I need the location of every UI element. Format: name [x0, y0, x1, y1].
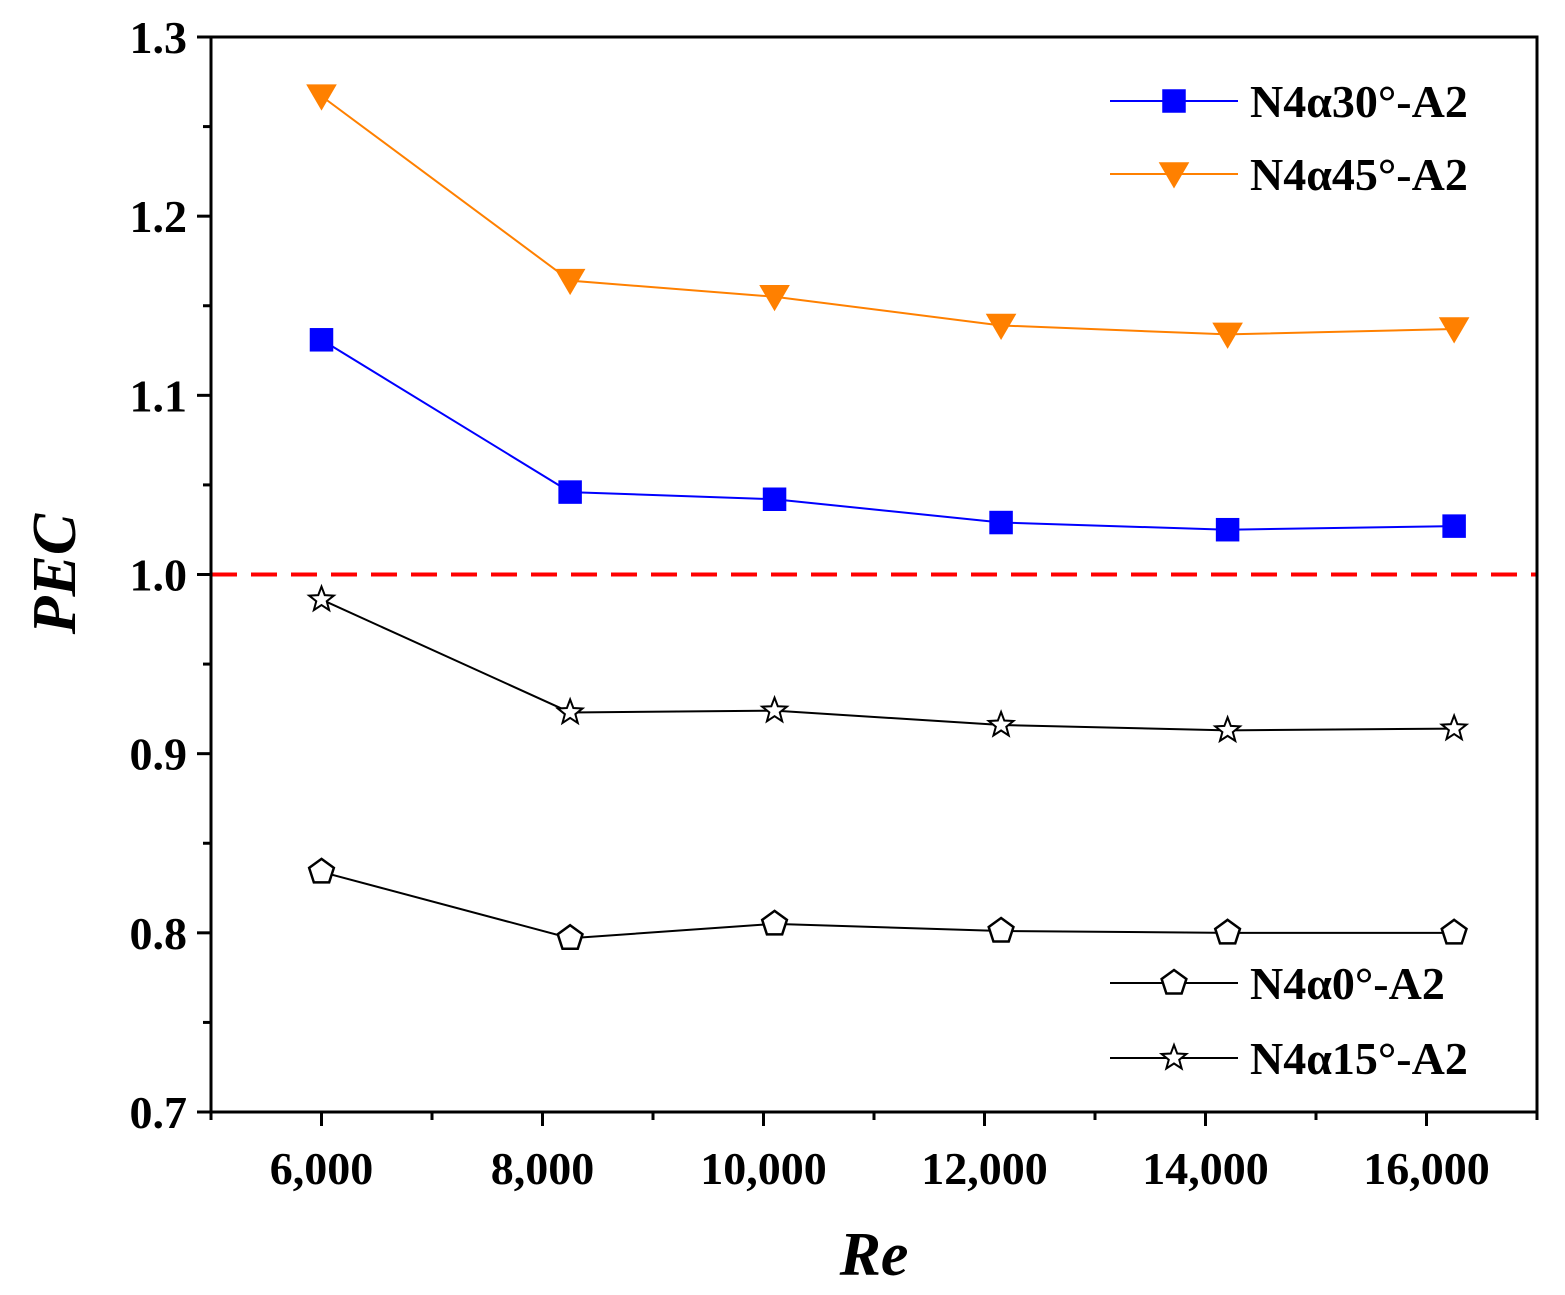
- y-tick-label: 0.9: [130, 729, 188, 780]
- legend-marker: [1160, 968, 1188, 995]
- x-tick-label: 6,000: [270, 1143, 374, 1194]
- x-tick-label: 14,000: [1142, 1143, 1269, 1194]
- data-point-n4a45: [306, 84, 337, 111]
- legend-marker: [1162, 89, 1186, 113]
- data-point-n4a15: [306, 583, 337, 613]
- data-point-n4a30: [1215, 517, 1240, 542]
- data-point-n4a45: [1438, 317, 1470, 344]
- data-point-n4a45: [985, 313, 1017, 340]
- legend-item-n4a30: N4α30°-A2: [1110, 76, 1468, 127]
- y-tick-label: 1.2: [130, 191, 188, 242]
- data-point-n4a15: [759, 694, 790, 724]
- legend-label: N4α15°-A2: [1250, 1033, 1468, 1084]
- data-point-n4a0: [1440, 918, 1468, 945]
- x-tick-label: 8,000: [491, 1143, 595, 1194]
- y-tick-label: 1.3: [130, 12, 188, 63]
- legend-marker: [1158, 1042, 1190, 1071]
- data-point-n4a0: [1213, 918, 1242, 945]
- data-point-n4a0: [987, 916, 1015, 943]
- data-point-n4a30: [762, 487, 787, 511]
- x-tick-label: 12,000: [921, 1143, 1048, 1194]
- data-point-n4a15: [1212, 714, 1243, 744]
- x-tick-label: 10,000: [700, 1143, 827, 1194]
- data-point-n4a45: [554, 268, 586, 296]
- legend-label: N4α0°-A2: [1250, 958, 1445, 1009]
- data-point-n4a15: [555, 696, 586, 726]
- data-point-n4a15: [986, 709, 1017, 738]
- series-line-n4a0: [321, 870, 1455, 940]
- y-axis-title: PEC: [21, 513, 89, 635]
- series-line-n4a30: [320, 338, 1455, 531]
- data-point-n4a0: [556, 923, 584, 950]
- data-point-n4a30: [989, 510, 1013, 535]
- legend-item-n4a0: N4α0°-A2: [1110, 958, 1445, 1009]
- data-point-n4a0: [760, 909, 789, 936]
- data-point-n4a30: [309, 328, 334, 352]
- series-n4a45: [306, 84, 1470, 349]
- series-n4a30: [309, 328, 1466, 542]
- legend-label: N4α30°-A2: [1250, 76, 1468, 127]
- series-n4a15: [306, 583, 1470, 744]
- data-point-n4a30: [1442, 514, 1466, 538]
- y-tick-label: 1.1: [130, 370, 188, 421]
- data-point-n4a45: [1212, 322, 1243, 349]
- series-line-n4a45: [320, 95, 1455, 336]
- y-tick-label: 0.7: [130, 1087, 188, 1138]
- legend-item-n4a15: N4α15°-A2: [1110, 1033, 1468, 1084]
- data-point-n4a30: [558, 480, 582, 504]
- legend-marker: [1158, 162, 1190, 189]
- legend-label: N4α45°-A2: [1250, 149, 1468, 200]
- data-point-n4a0: [307, 857, 336, 884]
- data-point-n4a15: [1439, 712, 1470, 742]
- data-point-n4a45: [759, 285, 790, 312]
- y-tick-label: 1.0: [130, 550, 188, 601]
- y-tick-label: 0.8: [130, 908, 188, 959]
- series-line-n4a15: [321, 598, 1455, 732]
- series-n4a0: [307, 857, 1468, 950]
- legend-item-n4a45: N4α45°-A2: [1110, 149, 1468, 200]
- x-tick-label: 16,000: [1363, 1143, 1490, 1194]
- x-axis-title: Re: [839, 1221, 909, 1289]
